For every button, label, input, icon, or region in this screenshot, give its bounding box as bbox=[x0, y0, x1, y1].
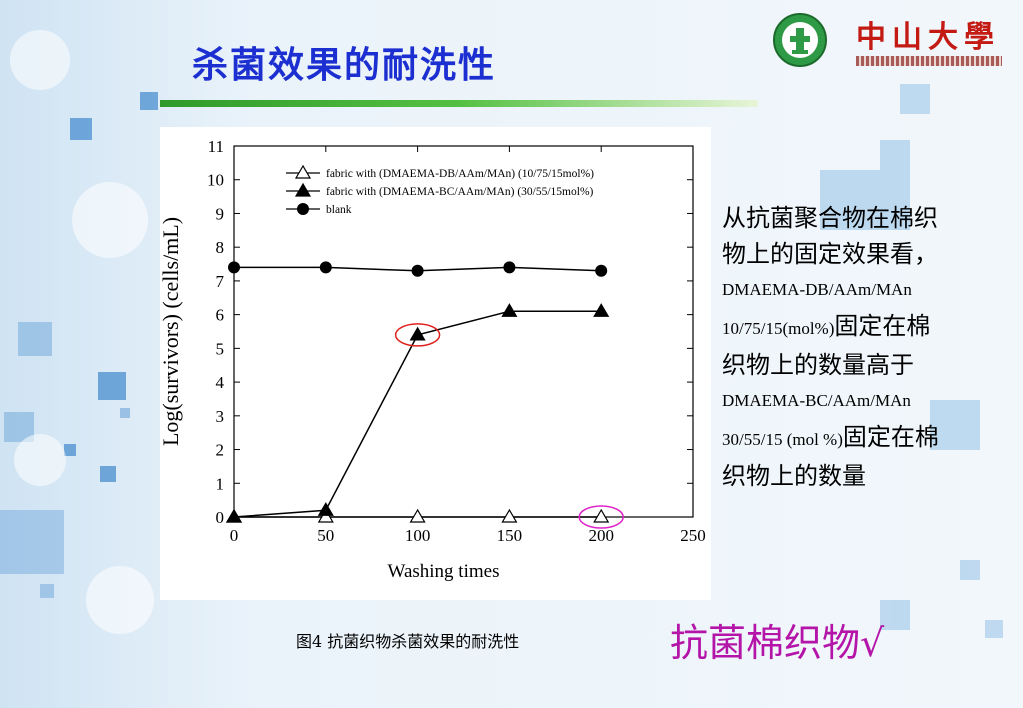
legend-marker-1 bbox=[294, 182, 312, 197]
y-tick-label: 7 bbox=[216, 272, 225, 291]
university-english-name-graphic bbox=[856, 56, 1002, 66]
data-point-s1-0 bbox=[225, 508, 243, 523]
legend-label-2: blank bbox=[326, 204, 352, 216]
highlight-ellipse-0 bbox=[394, 323, 441, 347]
university-logo: 中山大學 bbox=[772, 10, 1012, 70]
x-tick-label: 250 bbox=[680, 526, 706, 545]
data-point-s0-3 bbox=[501, 508, 518, 523]
line-chart: 0 50 100 150 200 250 0 1 2 3 4 5 6 7 8 9 10 11 Washing tim… bbox=[160, 137, 706, 582]
university-seal-icon bbox=[773, 13, 827, 67]
data-point-s0-2 bbox=[409, 508, 426, 523]
x-tick-label: 100 bbox=[405, 526, 431, 545]
y-tick-label: 2 bbox=[216, 441, 225, 460]
x-tick-label: 0 bbox=[230, 526, 239, 545]
legend-label-0: fabric with (DMAEMA-DB/AAm/MAn) (10/75/1… bbox=[326, 168, 594, 180]
plot-frame bbox=[233, 145, 694, 518]
data-point-s0-1 bbox=[317, 508, 334, 523]
explanation-line-7: 30/55/15 (mol %)固定在棉 bbox=[722, 419, 1012, 458]
y-tick-label: 1 bbox=[216, 474, 225, 493]
series-line-1 bbox=[233, 310, 602, 518]
explanation-line-1: 从抗菌聚合物在棉织 bbox=[722, 204, 938, 232]
legend-marker-2 bbox=[297, 203, 309, 215]
legend-marker-0 bbox=[294, 164, 312, 179]
explanation-line-4-ratio: 10/75/15(mol%) bbox=[722, 319, 835, 338]
y-tick-label: 8 bbox=[216, 238, 225, 257]
data-point-s0-4 bbox=[593, 508, 610, 523]
data-point-s2-1 bbox=[319, 261, 332, 274]
title-underline bbox=[160, 100, 758, 107]
y-axis-label: Log(survivors) (cells/mL) bbox=[160, 217, 183, 446]
data-point-s2-0 bbox=[228, 261, 240, 274]
y-tick-label: 3 bbox=[216, 407, 225, 426]
data-point-s1-1 bbox=[317, 502, 334, 516]
y-tick-label: 9 bbox=[216, 204, 225, 223]
y-tick-label: 5 bbox=[216, 339, 225, 358]
explanation-line-2: 物上的固定效果看， bbox=[722, 240, 938, 268]
data-point-s2-4 bbox=[595, 264, 608, 277]
figure-caption: 图4 抗菌织物杀菌效果的耐洗性 bbox=[296, 632, 520, 651]
slide-title: 杀菌效果的耐洗性 bbox=[192, 44, 497, 86]
explanation-line-5: 织物上的数量高于 bbox=[722, 351, 914, 379]
x-tick-label: 50 bbox=[317, 526, 334, 545]
explanation-line-4-text: 固定在棉 bbox=[834, 312, 931, 340]
explanation-line-4: 10/75/15(mol%)固定在棉 bbox=[722, 308, 1012, 347]
legend-label-1: fabric with (DMAEMA-BC/AAm/MAn) (30/55/1… bbox=[326, 186, 594, 198]
y-tick-label: 10 bbox=[207, 171, 224, 190]
plot-panel: 0 50 100 150 200 250 0 1 2 3 4 5 6 7 8 9 10 11 Washing tim… bbox=[160, 127, 711, 600]
explanation-line-6: DMAEMA-BC/AAm/MAn bbox=[722, 391, 911, 410]
y-tick-label: 0 bbox=[216, 508, 225, 527]
data-point-s2-3 bbox=[503, 261, 516, 274]
explanation-line-8: 织物上的数量 bbox=[722, 462, 866, 490]
data-point-s1-2 bbox=[409, 326, 426, 341]
y-tick-label: 11 bbox=[208, 137, 224, 156]
x-tick-label: 200 bbox=[588, 526, 614, 545]
y-tick-label: 6 bbox=[216, 306, 225, 325]
explanation-line-3: DMAEMA-DB/AAm/MAn bbox=[722, 280, 912, 299]
explanation-line-7-text: 固定在棉 bbox=[842, 423, 939, 451]
explanation-line-7-ratio: 30/55/15 (mol %) bbox=[722, 430, 843, 449]
data-point-s1-4 bbox=[593, 303, 610, 317]
conclusion-text: 抗菌棉织物√ bbox=[670, 621, 885, 665]
highlight-ellipse-1 bbox=[578, 505, 624, 529]
data-point-s1-3 bbox=[501, 303, 518, 317]
x-tick-label: 150 bbox=[497, 526, 523, 545]
explanation-text: 从抗菌聚合物在棉织 物上的固定效果看， DMAEMA-DB/AAm/MAn 10… bbox=[722, 200, 1012, 494]
data-point-s2-2 bbox=[411, 264, 424, 277]
university-name: 中山大學 bbox=[856, 20, 1000, 55]
x-axis-label: Washing times bbox=[388, 561, 500, 582]
y-tick-label: 4 bbox=[216, 373, 225, 392]
